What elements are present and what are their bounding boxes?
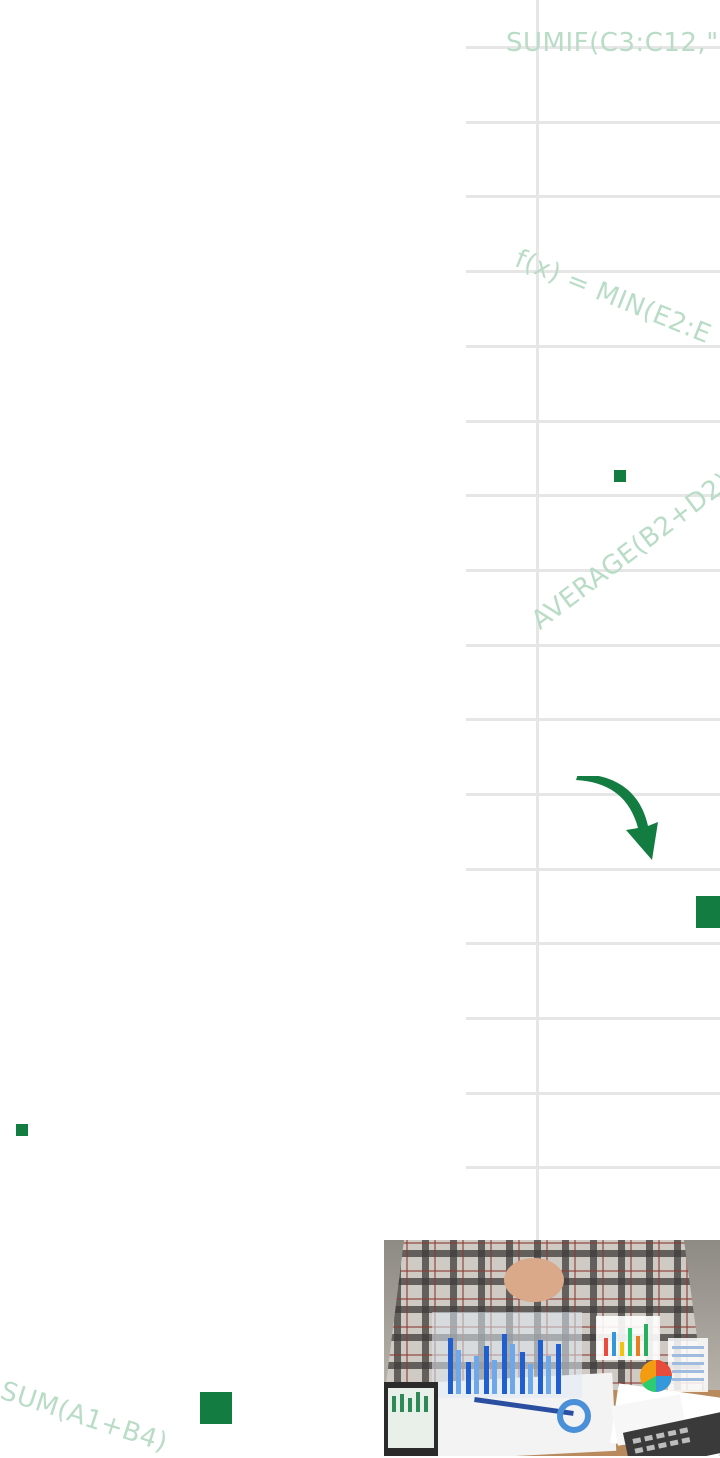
grid-row-line	[466, 644, 720, 647]
curved-arrow-down-right-icon	[576, 776, 658, 860]
grid-row-line	[466, 345, 720, 348]
grid-row-line	[466, 942, 720, 945]
grid-row-line	[466, 868, 720, 871]
grid-row-line	[466, 793, 720, 796]
formula-sum: SUM(A1+B4)	[0, 1376, 172, 1458]
formula-sumif: SUMIF(C3:C12,"	[506, 28, 719, 58]
grid-row-line	[466, 195, 720, 198]
grid-row-line	[466, 270, 720, 273]
grid-row-line	[466, 718, 720, 721]
grid-column-line	[536, 0, 539, 1240]
grid-row-line	[466, 46, 720, 49]
accent-square-large	[696, 896, 720, 928]
spreadsheet-grid-decoration	[466, 0, 720, 1240]
grid-row-line	[466, 569, 720, 572]
grid-row-line	[466, 121, 720, 124]
grid-row-line	[466, 1166, 720, 1169]
grid-row-line	[466, 1017, 720, 1020]
hero-photo	[384, 1240, 720, 1456]
grid-row-line	[466, 420, 720, 423]
grid-row-line	[466, 1092, 720, 1095]
person-with-financial-charts-image	[384, 1240, 720, 1456]
grid-row-line	[466, 494, 720, 497]
accent-square-small	[614, 470, 626, 482]
accent-square-large	[200, 1392, 232, 1424]
accent-square-small	[16, 1124, 28, 1136]
